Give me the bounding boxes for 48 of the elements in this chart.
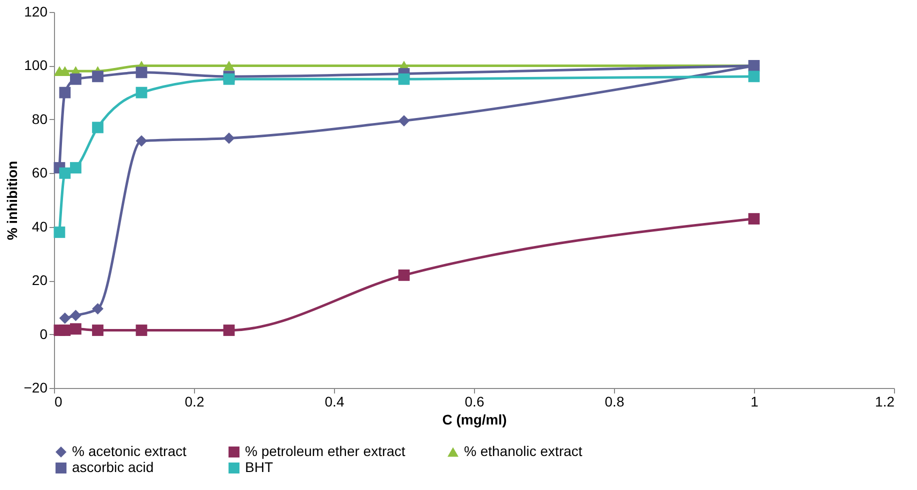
y-tick-label: 120	[24, 4, 48, 20]
y-tick-label: 80	[32, 110, 48, 127]
point	[398, 115, 410, 126]
point	[223, 324, 235, 336]
point	[70, 162, 82, 174]
x-tick-label: 0.8	[604, 394, 624, 410]
point	[70, 310, 82, 322]
point	[59, 86, 71, 98]
y-tick-label: −20	[24, 380, 48, 396]
x-tick-label: 1.2	[875, 394, 895, 410]
point	[223, 60, 235, 71]
point	[92, 324, 104, 336]
y-tick-label: 100	[24, 57, 48, 74]
point	[59, 167, 71, 179]
point	[70, 73, 82, 85]
point	[136, 66, 148, 78]
x-tick-label: 0	[54, 394, 62, 410]
point	[748, 70, 760, 82]
x-axis-title: C (mg/ml)	[442, 412, 507, 428]
point	[54, 226, 66, 238]
point	[136, 324, 148, 336]
point	[59, 312, 71, 324]
point	[136, 86, 148, 98]
x-tick-label: 0.6	[464, 394, 484, 410]
legend-label: % petroleum ether extract	[245, 443, 406, 459]
y-tick-label: 20	[32, 272, 48, 288]
point	[748, 213, 760, 224]
point	[70, 323, 82, 335]
legend-label: ascorbic acid	[72, 459, 154, 475]
point	[398, 73, 410, 85]
legend-label: % ethanolic extract	[464, 443, 582, 459]
point	[136, 135, 148, 147]
y-tick-label: 40	[32, 218, 48, 234]
x-tick-label: 1	[750, 394, 759, 410]
point	[59, 324, 71, 336]
legend-label: BHT	[245, 459, 274, 475]
legend-label: % acetonic extract	[72, 443, 186, 459]
point	[398, 270, 410, 281]
point	[223, 132, 235, 144]
x-tick-label: 0.2	[184, 394, 204, 410]
y-axis-title: % inhibition	[4, 160, 20, 240]
point	[92, 70, 104, 82]
y-tick-label: 0	[40, 326, 48, 342]
point	[92, 122, 104, 134]
x-tick-label: 0.4	[324, 394, 344, 410]
point	[92, 303, 104, 314]
y-tick-label: 60	[32, 164, 48, 181]
point	[223, 73, 235, 85]
